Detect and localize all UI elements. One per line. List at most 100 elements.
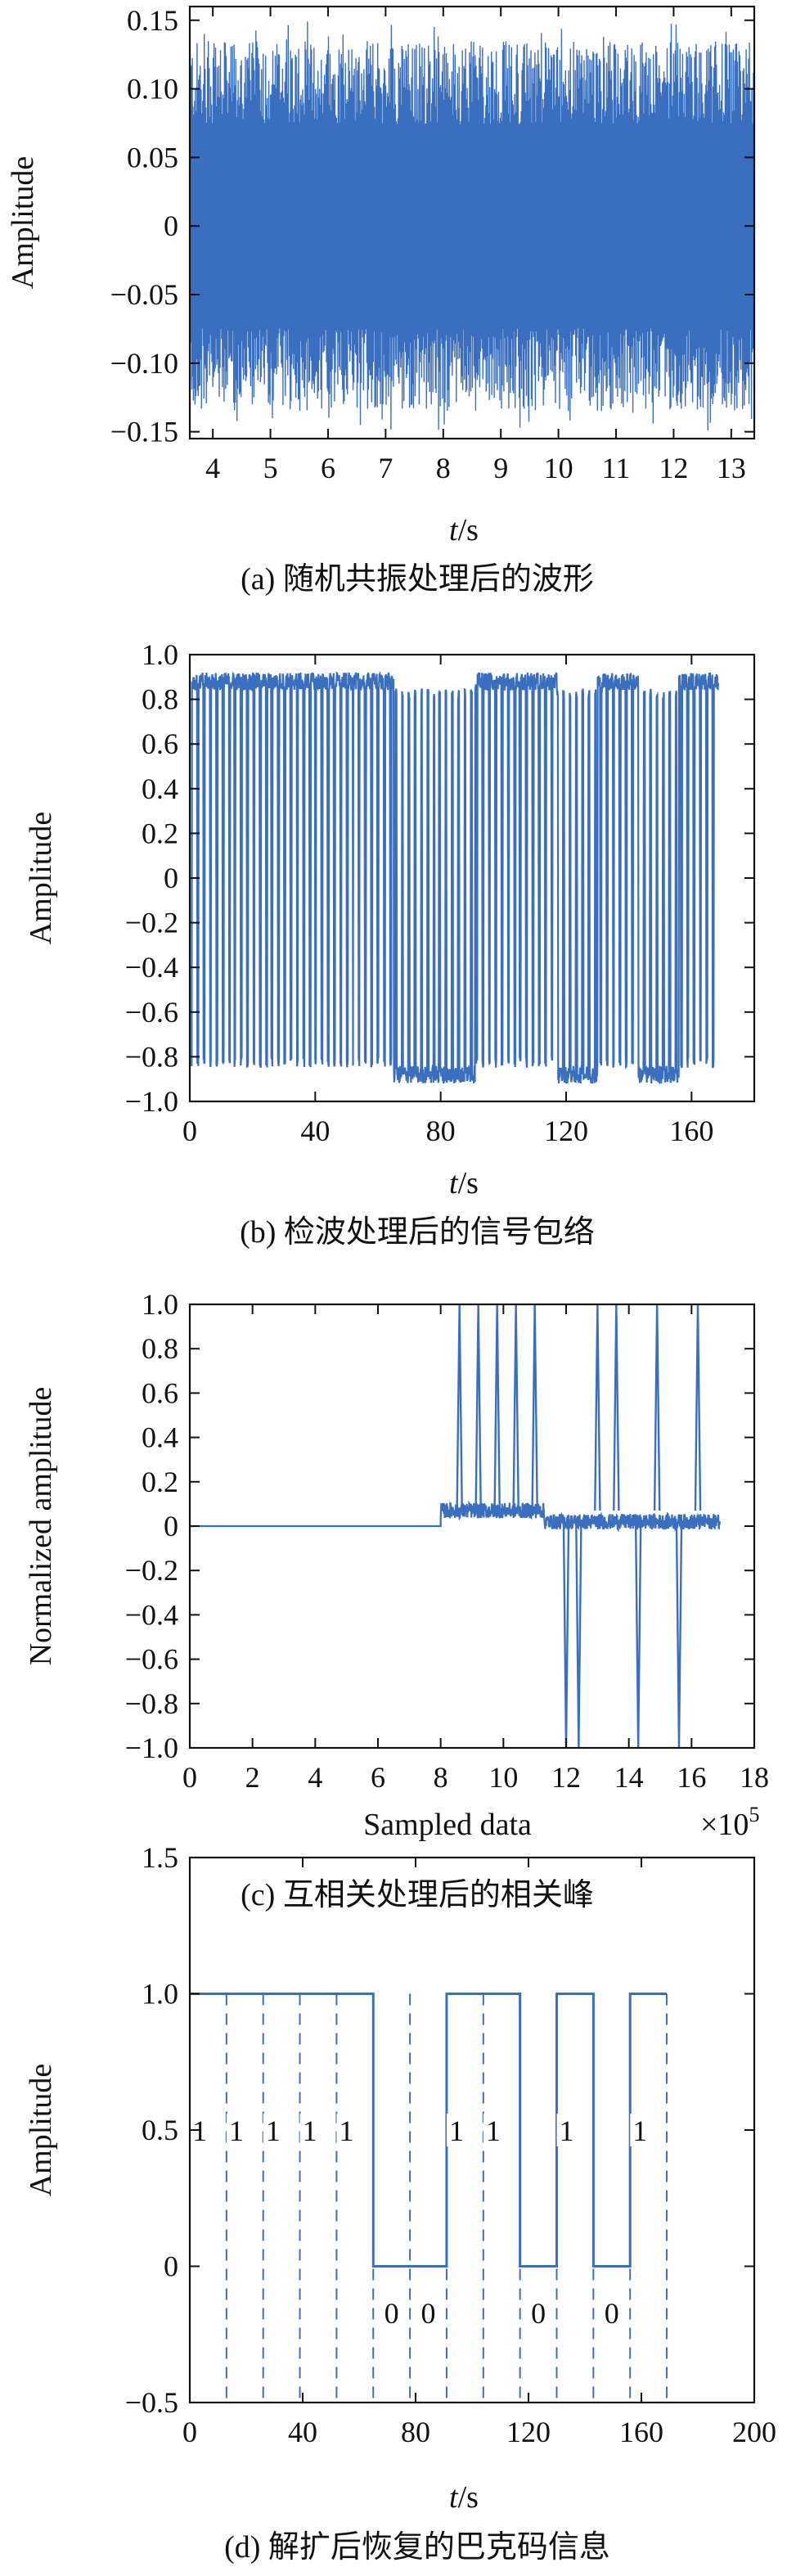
y-tick-label: 0.4 <box>142 1421 178 1454</box>
positive-peak <box>493 1304 501 1511</box>
plot-area-d <box>190 1993 668 2403</box>
positive-peak <box>653 1304 661 1511</box>
x-tick-label: 80 <box>401 2416 430 2448</box>
x-tick-label: 80 <box>426 1115 456 1147</box>
bit-label: 1 <box>266 2114 281 2147</box>
x-tick-label: 0 <box>182 1115 197 1147</box>
bit-label-bg <box>630 2114 650 2146</box>
y-tick-label: 0.2 <box>142 1466 178 1498</box>
bit-label-bg <box>336 2114 357 2146</box>
x-tick-label: 9 <box>493 452 508 484</box>
positive-peak <box>512 1304 519 1511</box>
y-tick-label: −1.0 <box>125 1732 178 1764</box>
y-tick-label: 0.6 <box>142 727 178 760</box>
y-tick-label: −0.6 <box>125 1643 178 1676</box>
bit-label: 1 <box>303 2114 317 2147</box>
y-axis-label: Amplitude <box>24 2064 58 2197</box>
x-axis-label: Sampled data <box>363 1808 532 1842</box>
chart-b: 0 40 80 120 160 −1.0 −0.8 −0.6 −0.4 −0.2 0 0.2 0.4 0.… <box>24 638 756 1250</box>
positive-peak <box>613 1304 620 1511</box>
x-tick-label: 0 <box>182 2416 197 2448</box>
x-tick-label: 5 <box>263 452 278 484</box>
positive-peak <box>694 1304 702 1511</box>
x-tick-label: 4 <box>205 452 220 484</box>
y-tick-label: 0.8 <box>142 683 178 716</box>
bit-label: 0 <box>605 2297 619 2330</box>
x-tick-label: 8 <box>436 452 451 484</box>
y-tick-label: 0.2 <box>142 817 178 849</box>
y-tick-label: 0.8 <box>142 1332 178 1365</box>
y-tick-label: 1.0 <box>142 638 178 671</box>
y-tick-label: −0.4 <box>125 1598 178 1631</box>
panel-caption: (c) 互相关处理后的相关峰 <box>241 1878 594 1912</box>
y-tick-label: 1.0 <box>142 1978 178 2011</box>
x-tick-label: 8 <box>434 1761 448 1794</box>
panel-caption: (d) 解扩后恢复的巴克码信息 <box>224 2530 610 2565</box>
bit-label-bg <box>299 2114 320 2146</box>
y-tick-label: 0 <box>164 2250 178 2283</box>
bit-label-bg <box>263 2114 283 2146</box>
x-tick-label: 16 <box>677 1761 706 1794</box>
bit-label: 1 <box>486 2114 501 2147</box>
y-tick-label: −0.6 <box>125 996 178 1029</box>
x-tick-label: 10 <box>544 452 573 484</box>
x-tick-label: 18 <box>740 1761 769 1794</box>
x-tick-label: 0 <box>182 1761 197 1794</box>
negative-peak <box>575 1521 582 1748</box>
positive-peak <box>594 1304 601 1511</box>
negative-peak <box>634 1521 642 1748</box>
x-tick-label: 14 <box>614 1761 644 1794</box>
y-tick-label: −0.4 <box>125 951 178 984</box>
x-axis-label-var: t <box>449 1166 459 1200</box>
negative-peak <box>675 1521 683 1748</box>
bit-label: 0 <box>421 2297 436 2330</box>
y-tick-label: −0.05 <box>110 278 178 311</box>
bit-label-bg <box>528 2296 549 2330</box>
y-tick-label: −0.15 <box>110 416 178 448</box>
series-line-c <box>190 1500 721 1533</box>
x-axis-label-var: t <box>449 513 459 547</box>
x-tick-label: 12 <box>551 1761 581 1794</box>
bit-label-bg <box>447 2114 467 2146</box>
positive-peak <box>474 1304 482 1511</box>
x-tick-label: 7 <box>378 452 393 484</box>
x-tick-label: 200 <box>732 2416 776 2448</box>
x-scale-base: ×10 <box>700 1808 749 1842</box>
x-axis-label: t/s <box>449 2480 479 2515</box>
x-tick-label: 12 <box>659 452 688 484</box>
x-tick-label: 6 <box>321 452 335 484</box>
bit-label: 1 <box>449 2114 464 2147</box>
chart-c: 0 2 4 6 8 10 12 14 16 18 −1.0 −0.8 −0.6 −0.4 −0.2 0 0.2 0… <box>24 1288 769 1912</box>
y-axis-label: Normalized amplitude <box>24 1387 58 1666</box>
x-tick-label: 6 <box>371 1761 385 1794</box>
bit-waveform <box>190 1993 668 2268</box>
y-tick-label: 0.5 <box>142 2114 178 2146</box>
series-line-b <box>190 671 719 1085</box>
x-axis-label-unit: /s <box>458 2480 479 2515</box>
y-tick-label: 0.6 <box>142 1376 178 1409</box>
x-axis-label: t/s <box>449 1166 479 1200</box>
series-line-a <box>190 21 754 431</box>
y-tick-label: −0.8 <box>125 1040 178 1073</box>
y-tick-label: 1.0 <box>142 1288 178 1321</box>
x-scale-label: ×105 <box>700 1803 759 1842</box>
x-axis-label-unit: /s <box>458 513 479 547</box>
x-tick-label: 2 <box>245 1761 260 1794</box>
y-tick-label: −1.0 <box>125 1085 178 1118</box>
y-tick-label: 0.15 <box>127 4 178 37</box>
panel-caption: (b) 检波处理后的信号包络 <box>240 1215 595 1250</box>
y-tick-label: −0.2 <box>125 907 178 939</box>
bit-label-bg <box>226 2114 246 2146</box>
y-axis-label: Amplitude <box>24 812 58 945</box>
x-tick-label: 11 <box>602 452 631 484</box>
y-tick-label: −0.8 <box>125 1687 178 1720</box>
y-tick-label: 0 <box>164 862 178 894</box>
plot-area-b <box>190 671 719 1085</box>
x-axis-label: t/s <box>449 513 479 547</box>
y-tick-label: 0 <box>164 209 178 242</box>
bit-label: 1 <box>229 2114 244 2147</box>
bit-label: 1 <box>339 2114 353 2147</box>
x-tick-label: 40 <box>300 1115 330 1147</box>
